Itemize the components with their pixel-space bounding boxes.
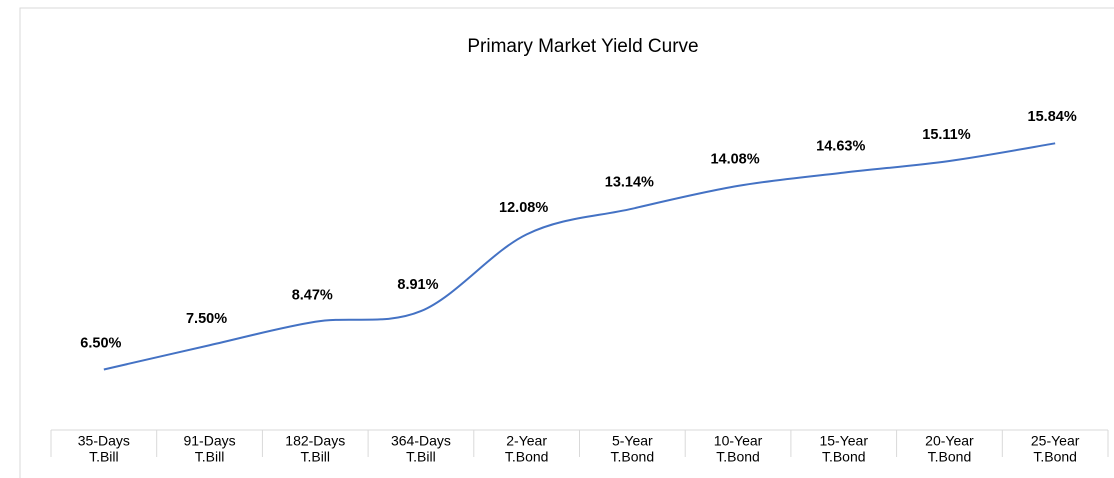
data-label: 13.14% [605, 175, 654, 191]
data-label: 12.08% [499, 200, 548, 216]
data-label: 14.08% [710, 152, 759, 168]
x-tick-label: T.Bond [928, 449, 972, 465]
x-tick-label: 91-Days [183, 433, 235, 449]
data-label: 14.63% [816, 138, 865, 154]
x-tick-label: 10-Year [714, 433, 763, 449]
x-tick-label: T.Bill [406, 449, 436, 465]
x-tick-label: 35-Days [78, 433, 130, 449]
data-label: 6.50% [80, 335, 121, 351]
x-tick-label: 15-Year [819, 433, 868, 449]
data-label: 15.84% [1028, 109, 1077, 125]
x-tick-label: 25-Year [1031, 433, 1080, 449]
data-label: 8.47% [292, 288, 333, 304]
chart-frame [19, 7, 1114, 478]
x-tick-label: T.Bond [1033, 449, 1077, 465]
x-tick-label: 182-Days [285, 433, 345, 449]
x-tick-label: T.Bill [300, 449, 330, 465]
data-label: 7.50% [186, 311, 227, 327]
x-tick-label: T.Bond [822, 449, 866, 465]
x-tick-label: 5-Year [612, 433, 653, 449]
x-tick-label: 20-Year [925, 433, 974, 449]
x-tick-label: T.Bill [195, 449, 225, 465]
chart-title: Primary Market Yield Curve [467, 36, 698, 57]
x-tick-label: T.Bond [505, 449, 549, 465]
x-tick-label: T.Bond [716, 449, 760, 465]
data-label: 8.91% [397, 277, 438, 293]
x-tick-label: 364-Days [391, 433, 451, 449]
x-tick-label: 2-Year [506, 433, 547, 449]
x-tick-label: T.Bill [89, 449, 119, 465]
x-tick-label: T.Bond [611, 449, 655, 465]
line [103, 142, 1056, 371]
data-label: 15.11% [922, 127, 970, 143]
